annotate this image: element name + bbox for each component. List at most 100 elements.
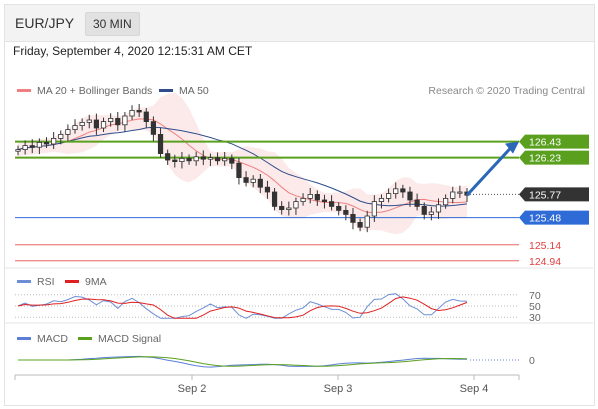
- candle: [350, 208, 356, 230]
- credit-label: Research © 2020 Trading Central: [428, 85, 585, 97]
- candle: [400, 184, 406, 198]
- candle: [243, 171, 249, 187]
- candle-body: [407, 191, 413, 201]
- candle-body: [443, 197, 449, 206]
- candle-body: [314, 193, 320, 201]
- candle: [43, 137, 50, 148]
- candle: [250, 175, 256, 188]
- candle: [129, 105, 135, 120]
- candle: [421, 202, 427, 220]
- candle-body: [393, 188, 399, 195]
- candle-body: [58, 133, 64, 139]
- candle-body: [79, 122, 85, 127]
- candle-body: [300, 197, 306, 202]
- candle: [336, 202, 342, 216]
- candle: [15, 145, 21, 156]
- candle-body: [51, 137, 57, 145]
- timeframe-button[interactable]: 30 MIN: [85, 12, 140, 36]
- candle: [200, 150, 206, 166]
- candle-body: [29, 145, 35, 148]
- forecast-arrow-head: [505, 141, 519, 154]
- candle: [279, 201, 285, 215]
- candle-body: [414, 199, 420, 207]
- candle: [414, 193, 420, 211]
- candle: [186, 154, 192, 165]
- candle-body: [200, 156, 206, 160]
- rsi-line: [17, 293, 468, 319]
- candle: [207, 153, 214, 167]
- candle-body: [350, 213, 356, 223]
- rsi-ma-legend-label: 9MA: [85, 276, 107, 288]
- price-tag: 125.14: [529, 240, 561, 252]
- price-tag: 126.43: [519, 134, 589, 149]
- candle: [236, 158, 242, 185]
- candle: [257, 174, 263, 194]
- candle-body: [122, 115, 128, 126]
- candle-body: [193, 156, 199, 162]
- candle-body: [157, 133, 164, 154]
- price-tag-bg: [519, 187, 589, 202]
- candle: [29, 139, 35, 154]
- ma50-legend-swatch: [159, 89, 173, 92]
- price-tag-label: 125.48: [529, 213, 561, 225]
- rsi-level-label: 50: [529, 301, 541, 313]
- candle: [108, 113, 114, 127]
- candle: [58, 130, 64, 145]
- candle: [443, 194, 449, 209]
- ma50-line: [17, 126, 468, 207]
- candle: [136, 104, 142, 117]
- candle: [100, 117, 107, 132]
- bollinger-legend-label: MA 20 + Bollinger Bands: [37, 85, 152, 97]
- bollinger-legend-swatch: [17, 89, 31, 92]
- candle: [271, 188, 278, 211]
- candle-body: [357, 221, 363, 228]
- candle: [457, 185, 463, 198]
- candle-body: [321, 199, 328, 202]
- candle: [36, 138, 42, 155]
- candle: [165, 149, 171, 165]
- candle-body: [86, 119, 92, 123]
- x-axis: Sep 2 Sep 3 Sep 4: [14, 374, 520, 395]
- candle: [364, 210, 370, 233]
- candle-body: [65, 129, 71, 135]
- candle-body: [43, 141, 50, 145]
- candle: [293, 197, 299, 215]
- candle-body: [179, 157, 185, 162]
- ma50-legend-label: MA 50: [179, 85, 209, 97]
- x-tick-label: Sep 2: [178, 383, 207, 395]
- datetime-label: Friday, September 4, 2020 12:15:31 AM CE…: [13, 44, 253, 58]
- candle-body: [307, 193, 313, 199]
- candle-body: [229, 157, 235, 164]
- x-tick-label: Sep 3: [324, 383, 353, 395]
- candle: [450, 186, 456, 204]
- candle: [122, 112, 128, 132]
- macd-signal-legend-label: MACD Signal: [98, 333, 161, 345]
- candle-body: [93, 119, 99, 129]
- candle-body: [207, 157, 214, 160]
- candle: [86, 114, 92, 129]
- candle: [343, 205, 349, 221]
- rsi-level-label: 70: [529, 290, 541, 302]
- price-level-lines: [15, 140, 519, 262]
- candle: [93, 113, 99, 135]
- price-tags: 126.43 126.23 125.77 125.48 125.14 124.94: [519, 134, 589, 268]
- candle: [378, 194, 385, 209]
- macd-level-label: 0: [529, 355, 535, 367]
- header-bar: EUR/JPY 30 MIN: [5, 5, 594, 42]
- candle-body: [222, 157, 228, 162]
- price-tag-label: 125.14: [529, 240, 561, 252]
- candle-body: [378, 197, 385, 202]
- forecast-arrow: [465, 141, 519, 197]
- candle-body: [421, 205, 427, 215]
- candle-body: [386, 193, 392, 199]
- rsi-legend-swatch: [17, 280, 31, 283]
- candle: [222, 152, 228, 166]
- rsi-ma-legend-swatch: [65, 280, 79, 283]
- macd-line: [18, 355, 467, 368]
- candle: [229, 154, 235, 170]
- candle-body: [371, 201, 377, 217]
- candle: [407, 186, 413, 207]
- candle-body: [172, 159, 178, 162]
